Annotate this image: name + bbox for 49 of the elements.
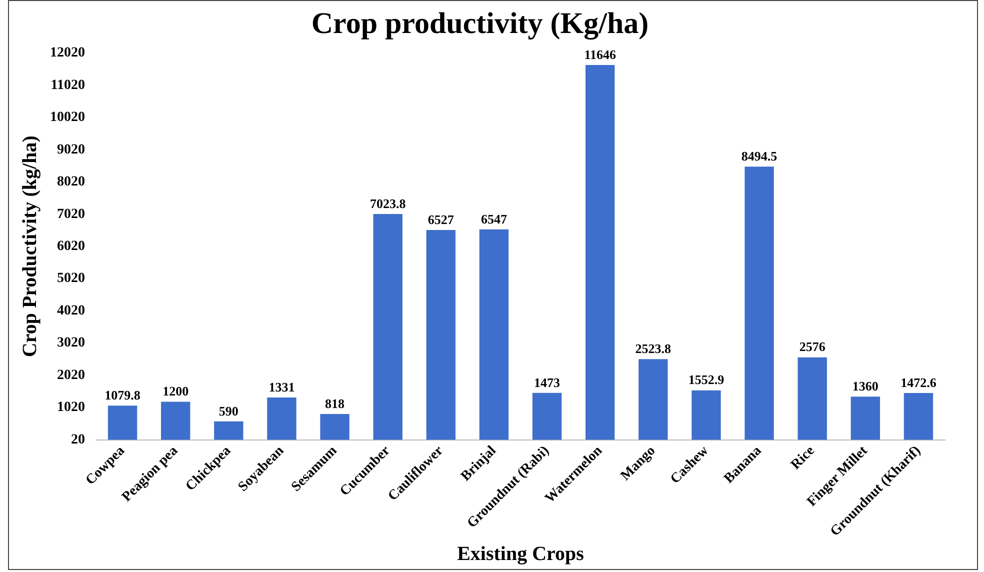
y-tick-label: 5020 [57, 271, 85, 286]
bar [267, 398, 296, 440]
bar [214, 421, 244, 440]
x-tick-label: Rice [788, 443, 818, 473]
bar [798, 357, 827, 440]
y-tick-label: 6020 [57, 238, 85, 254]
data-label: 11646 [584, 46, 616, 62]
bar [692, 390, 721, 440]
chart-title: Crop productivity (Kg/ha) [311, 6, 649, 40]
data-label: 590 [218, 403, 238, 418]
y-tick-label: 20 [71, 432, 85, 448]
y-tick-label: 12020 [50, 46, 85, 61]
data-label: 2576 [799, 339, 826, 354]
data-label: 6527 [428, 212, 454, 227]
y-tick-label: 3020 [57, 336, 85, 351]
y-tick-label: 4020 [57, 303, 85, 318]
bar [320, 414, 350, 440]
y-tick-label: 9020 [57, 142, 85, 158]
data-label: 8494.5 [741, 148, 778, 164]
data-label: 1472.6 [900, 374, 937, 390]
data-label: 1552.9 [688, 372, 725, 388]
bar [532, 392, 562, 440]
bar [108, 406, 138, 440]
y-tick-label: 8020 [57, 174, 85, 190]
y-tick-label: 7020 [57, 206, 85, 222]
y-tick-label: 2020 [57, 368, 85, 383]
y-tick-label: 10020 [50, 110, 85, 126]
data-label: 6547 [480, 211, 508, 226]
data-label: 2523.8 [635, 340, 672, 356]
y-axis-title: Crop Productivity (kg/ha) [19, 136, 42, 358]
bar [850, 396, 880, 440]
data-label: 7023.8 [370, 196, 406, 211]
y-tick-label: 11020 [50, 78, 85, 93]
data-label: 818 [325, 396, 346, 411]
data-label: 1473 [534, 374, 561, 390]
y-tick-label: 1020 [57, 400, 85, 416]
bar [479, 229, 509, 440]
bar [426, 230, 456, 440]
bar [586, 65, 615, 440]
bar [161, 402, 190, 440]
bar [904, 392, 934, 440]
bar [638, 359, 668, 440]
data-label: 1360 [852, 378, 878, 394]
bar [373, 214, 402, 440]
data-label: 1079.8 [104, 387, 141, 402]
x-axis-title: Existing Crops [457, 543, 584, 566]
data-label: 1200 [162, 384, 189, 399]
data-label: 1331 [268, 379, 295, 394]
bar [744, 166, 774, 440]
